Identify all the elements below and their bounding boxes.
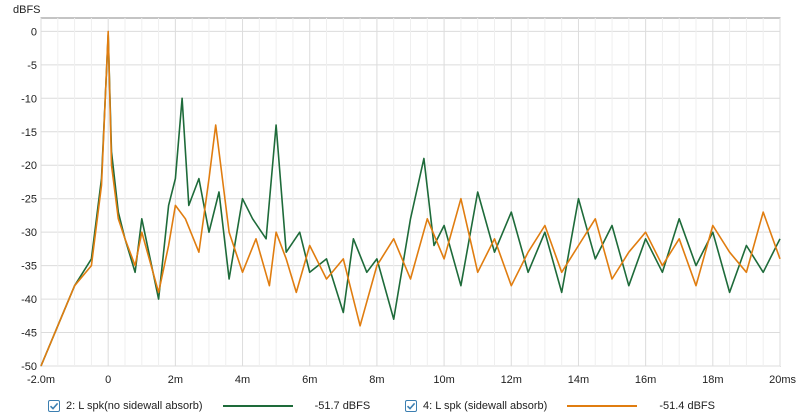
legend-series-1-level: -51.7 dBFS	[314, 400, 371, 412]
y-tick-label: -50	[21, 361, 37, 373]
x-tick-label: 14m	[568, 374, 589, 386]
y-tick-label: -5	[27, 60, 37, 72]
y-axis-ticks: 0 -5 -10 -15 -20 -25 -30 -35 -40 -45 -50	[21, 26, 37, 373]
x-tick-label: 8m	[369, 374, 384, 386]
legend-item-series-1: 2: L spk(no sidewall absorb) -51.7 dBFS	[48, 397, 370, 415]
legend-series-1-label: 2: L spk(no sidewall absorb)	[66, 400, 203, 412]
x-tick-label: 10m	[433, 374, 454, 386]
y-tick-label: 0	[31, 26, 37, 38]
y-axis-unit-label: dBFS	[13, 4, 41, 16]
y-tick-label: -45	[21, 328, 37, 340]
legend-item-series-2: 4: L spk (sidewall absorb) -51.4 dBFS	[405, 397, 715, 415]
x-tick-label: 12m	[501, 374, 522, 386]
legend-series-2-level: -51.4 dBFS	[659, 400, 715, 412]
impulse-response-chart: dBFS 0 -5 -10 -15 -20 -25 -30 -35 -40 -45 -50 -2.0…	[13, 4, 797, 386]
series-line-2	[40, 30, 781, 367]
y-tick-label: -30	[21, 227, 37, 239]
y-tick-label: -40	[21, 294, 37, 306]
y-tick-label: -10	[21, 93, 37, 105]
y-tick-label: -35	[21, 261, 37, 273]
x-tick-label: 18m	[702, 374, 723, 386]
x-tick-label: 0	[105, 374, 111, 386]
y-tick-label: -25	[21, 194, 37, 206]
legend-series-2-label: 4: L spk (sidewall absorb)	[423, 400, 548, 412]
x-tick-label: 6m	[302, 374, 317, 386]
legend-series-2-swatch	[567, 405, 638, 407]
x-tick-label: 20ms	[769, 374, 796, 386]
x-tick-label: 2m	[168, 374, 183, 386]
checkbox-checked-icon[interactable]	[48, 400, 60, 412]
x-tick-label: 16m	[635, 374, 656, 386]
x-tick-label: 4m	[235, 374, 250, 386]
series-layer	[40, 30, 781, 367]
y-tick-label: -15	[21, 127, 37, 139]
x-tick-label: -2.0m	[27, 374, 55, 386]
legend-series-1-swatch	[222, 405, 293, 407]
checkbox-checked-icon[interactable]	[405, 400, 417, 412]
x-axis-ticks: -2.0m 0 2m 4m 6m 8m 10m 12m 14m 16m 18m 20ms	[27, 374, 797, 386]
y-tick-label: -20	[21, 160, 37, 172]
